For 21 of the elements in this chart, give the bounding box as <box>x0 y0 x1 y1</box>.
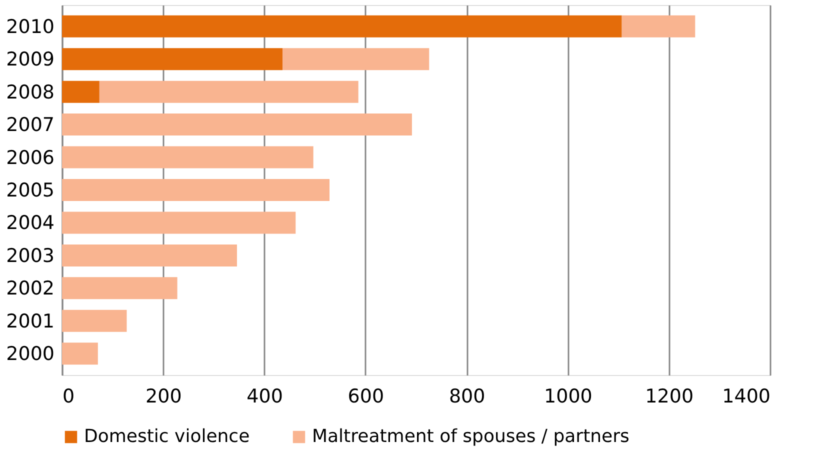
y-tick-label: 2000 <box>6 343 54 366</box>
y-tick-label: 2008 <box>6 81 54 104</box>
y-tick-label: 2006 <box>6 146 54 169</box>
y-tick-label: 2005 <box>6 180 54 202</box>
x-tick-label: 200 <box>146 386 182 408</box>
y-tick-label: 2001 <box>6 310 54 332</box>
x-tick-label: 400 <box>246 386 283 408</box>
x-tick-label: 1200 <box>645 386 694 408</box>
x-tick-label: 1400 <box>722 386 770 408</box>
legend-label: Maltreatment of spouses / partners <box>312 426 630 447</box>
y-tick-label: 2010 <box>6 16 54 38</box>
y-tick-label: 2002 <box>6 278 54 300</box>
y-tick-label: 2003 <box>6 244 54 267</box>
y-tick-label: 2007 <box>6 114 54 136</box>
y-tick-label: 2009 <box>6 48 54 71</box>
x-tick-label: 800 <box>448 386 486 408</box>
legend-label: Domestic violence <box>84 426 250 447</box>
x-tick-label: 1000 <box>544 386 592 408</box>
x-tick-label: 600 <box>348 386 384 408</box>
x-tick-label: 0 <box>62 386 75 408</box>
y-tick-label: 2004 <box>6 212 54 234</box>
